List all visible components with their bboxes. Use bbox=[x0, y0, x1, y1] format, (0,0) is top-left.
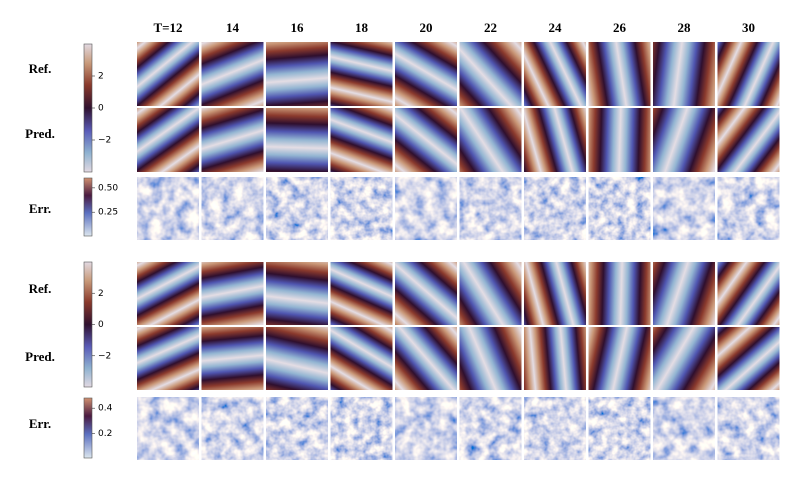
column-header: T=12 bbox=[153, 20, 182, 35]
error-panel bbox=[653, 397, 715, 460]
colorbar-tick-label: 0.4 bbox=[98, 404, 113, 414]
column-header: 24 bbox=[549, 20, 563, 35]
row-label: Ref. bbox=[29, 61, 52, 76]
error-panel bbox=[588, 177, 651, 240]
colorbar-tick-label: 2 bbox=[98, 289, 104, 299]
error-panel bbox=[266, 397, 328, 460]
error-panel bbox=[459, 177, 522, 240]
prediction-panel bbox=[266, 108, 328, 172]
colorbar-tick-label: 0 bbox=[98, 104, 104, 114]
error-panel bbox=[201, 177, 264, 240]
prediction-panel bbox=[201, 327, 264, 390]
row-label: Pred. bbox=[25, 126, 55, 141]
error-panel bbox=[459, 397, 522, 460]
error-panel bbox=[588, 397, 651, 460]
prediction-panel bbox=[330, 108, 393, 172]
prediction-panel bbox=[137, 327, 199, 390]
prediction-panel bbox=[653, 327, 715, 390]
reference-panel bbox=[330, 262, 393, 325]
prediction-panel bbox=[717, 327, 780, 390]
prediction-panel bbox=[266, 327, 328, 390]
reference-panel bbox=[137, 42, 199, 106]
prediction-panel bbox=[137, 108, 199, 172]
colorbar-tick-label: 0 bbox=[98, 320, 104, 330]
column-header: 20 bbox=[420, 20, 433, 35]
error-panel bbox=[717, 177, 780, 240]
reference-panel bbox=[459, 42, 522, 106]
reference-panel bbox=[459, 262, 522, 325]
reference-panel bbox=[653, 42, 715, 106]
reference-panel bbox=[330, 42, 393, 106]
error-panel bbox=[524, 397, 586, 460]
error-panel bbox=[330, 397, 393, 460]
prediction-panel bbox=[588, 108, 651, 172]
prediction-panel bbox=[459, 108, 522, 172]
colorbar-tick-label: −2 bbox=[98, 351, 111, 361]
colorbar bbox=[83, 397, 93, 459]
colorbar-tick-label: 0.50 bbox=[98, 183, 118, 193]
error-panel bbox=[395, 177, 457, 240]
error-panel bbox=[137, 177, 199, 240]
error-panel bbox=[524, 177, 586, 240]
reference-panel bbox=[395, 42, 457, 106]
reference-panel bbox=[201, 262, 264, 325]
error-panel bbox=[717, 397, 780, 460]
error-panel bbox=[330, 177, 393, 240]
colorbar-tick-label: −2 bbox=[98, 136, 111, 146]
row-label: Pred. bbox=[25, 349, 55, 364]
reference-panel bbox=[137, 262, 199, 325]
reference-panel bbox=[201, 42, 264, 106]
colorbar-tick-label: 0.2 bbox=[98, 429, 112, 439]
prediction-panel bbox=[653, 108, 715, 172]
error-panel bbox=[653, 177, 715, 240]
prediction-panel bbox=[395, 327, 457, 390]
reference-panel bbox=[524, 42, 586, 106]
colorbar-tick-label: 0.25 bbox=[98, 208, 118, 218]
field-panels bbox=[137, 42, 780, 460]
prediction-panel bbox=[395, 108, 457, 172]
reference-panel bbox=[395, 262, 457, 325]
error-panel bbox=[266, 177, 328, 240]
reference-panel bbox=[266, 42, 328, 106]
column-header: 30 bbox=[742, 20, 755, 35]
reference-panel bbox=[717, 42, 780, 106]
prediction-panel bbox=[717, 108, 780, 172]
prediction-panel bbox=[201, 108, 264, 172]
row-label: Ref. bbox=[29, 281, 52, 296]
reference-panel bbox=[524, 262, 586, 325]
reference-panel bbox=[588, 262, 651, 325]
column-header: 28 bbox=[678, 20, 692, 35]
column-header: 18 bbox=[355, 20, 369, 35]
colorbar bbox=[83, 261, 93, 388]
reference-panel bbox=[653, 262, 715, 325]
error-panel bbox=[201, 397, 264, 460]
row-label: Err. bbox=[29, 416, 51, 431]
error-panel bbox=[395, 397, 457, 460]
column-header: 26 bbox=[613, 20, 627, 35]
colorbar bbox=[83, 43, 93, 173]
reference-panel bbox=[588, 42, 651, 106]
prediction-panel bbox=[524, 327, 586, 390]
row-label: Err. bbox=[29, 201, 51, 216]
column-header: 16 bbox=[291, 20, 305, 35]
reference-panel bbox=[717, 262, 780, 325]
prediction-panel bbox=[588, 327, 651, 390]
prediction-panel bbox=[524, 108, 586, 172]
column-header: 22 bbox=[484, 20, 497, 35]
colorbar-tick-label: 2 bbox=[98, 72, 104, 82]
colorbar bbox=[83, 177, 93, 237]
reference-panel bbox=[266, 262, 328, 325]
error-panel bbox=[137, 397, 199, 460]
prediction-panel bbox=[459, 327, 522, 390]
column-header: 14 bbox=[226, 20, 240, 35]
prediction-panel bbox=[330, 327, 393, 390]
